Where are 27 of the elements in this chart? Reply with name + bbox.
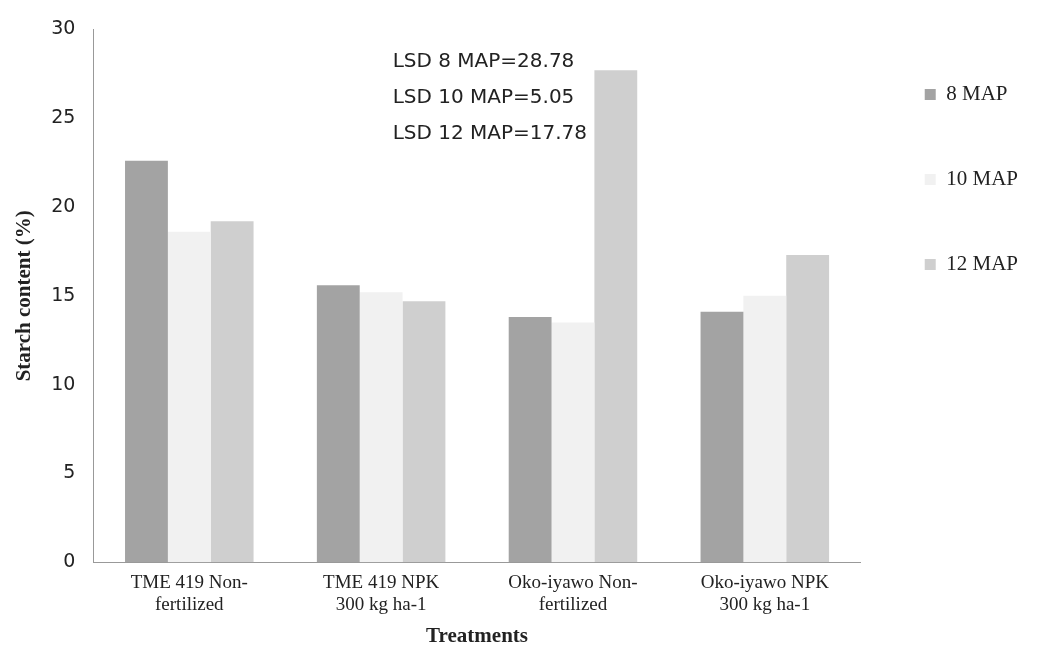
bar	[594, 70, 638, 563]
y-tick-label: 15	[51, 282, 76, 305]
legend-label: 12 MAP	[946, 251, 1019, 276]
bar	[551, 322, 595, 563]
y-tick-label: 0	[63, 549, 76, 572]
bar	[786, 254, 830, 563]
bar	[743, 295, 787, 563]
legend-label: 10 MAP	[946, 166, 1019, 191]
legend-label: 8 MAP	[946, 81, 1008, 106]
annotation: LSD 8 MAP=28.78	[392, 47, 575, 72]
bar	[167, 231, 211, 563]
y-tick-label: 20	[51, 193, 76, 216]
x-tick-label: TME 419 NPK 300 kg ha-1	[323, 570, 440, 615]
y-tick-label: 25	[51, 105, 76, 128]
x-tick-label: Oko-iyawo Non-fertilized	[508, 570, 638, 615]
y-tick-label: 10	[51, 371, 76, 394]
annotation: LSD 10 MAP=5.05	[392, 83, 575, 108]
x-axis-title: Treatments	[426, 622, 528, 647]
bar	[210, 221, 254, 563]
y-axis-title: Starch content (%)	[11, 210, 36, 382]
bar	[402, 301, 446, 563]
bar	[359, 292, 403, 563]
x-tick-label: TME 419 Non-fertilized	[130, 570, 248, 615]
y-tick-label: 5	[63, 460, 76, 483]
x-tick-label: Oko-iyawo NPK 300 kg ha-1	[700, 570, 830, 615]
y-tick-label: 30	[51, 16, 76, 39]
annotation: LSD 12 MAP=17.78	[392, 119, 588, 144]
